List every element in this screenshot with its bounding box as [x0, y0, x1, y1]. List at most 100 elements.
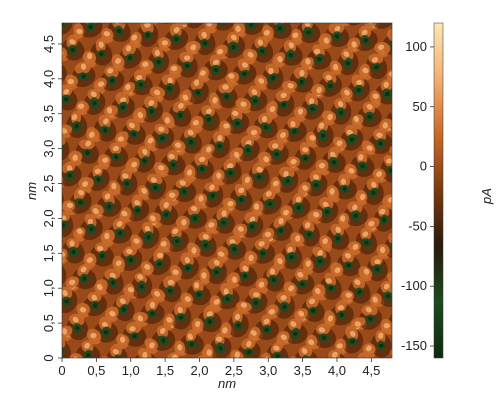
lattice-atom-highlight: [248, 11, 256, 19]
lattice-atom-highlight: [302, 184, 308, 191]
lattice-atom: [241, 377, 258, 393]
lattice-hole-core: [239, 197, 244, 202]
lattice-hole-core: [110, 280, 116, 285]
lattice-hole-core: [124, 181, 129, 186]
lattice-atom: [394, 220, 409, 239]
lattice-atom-highlight: [183, 55, 191, 61]
lattice-atom-highlight: [337, 305, 344, 311]
lattice-atom-highlight: [125, 45, 132, 52]
lattice-hole-core: [386, 293, 391, 299]
lattice-atom-highlight: [251, 89, 258, 96]
lattice-atom-highlight: [182, 94, 189, 101]
lattice-atom-highlight: [190, 44, 197, 51]
lattice-atom-highlight: [47, 228, 54, 234]
y-tick-label: 4,5: [41, 35, 56, 53]
lattice-atom-highlight: [248, 254, 254, 262]
lattice-hole-core: [145, 32, 150, 38]
lattice-atom-highlight: [194, 282, 200, 289]
lattice-hole-core: [382, 217, 387, 223]
lattice-atom: [221, 0, 236, 9]
lattice-hole-core: [300, 281, 305, 287]
lattice-atom-highlight: [137, 315, 144, 322]
lattice-atom-highlight: [376, 171, 383, 177]
lattice-hole: [31, 89, 43, 101]
lattice-atom-highlight: [36, 160, 44, 168]
lattice-atom-highlight: [412, 86, 419, 94]
colorbar-title: pA: [479, 188, 494, 205]
lattice-hole-core: [189, 342, 194, 347]
lattice-atom-highlight: [187, 129, 194, 136]
lattice-atom-highlight: [97, 245, 104, 252]
lattice-hole-core: [92, 101, 97, 106]
lattice-atom-highlight: [150, 177, 157, 183]
lattice-hole-core: [385, 91, 390, 97]
lattice-atom-highlight: [405, 380, 412, 386]
y-tick-label: 0,5: [41, 314, 56, 332]
lattice-atom-highlight: [232, 110, 239, 117]
lattice-atom-highlight: [69, 279, 76, 285]
lattice-atom-highlight: [141, 187, 147, 194]
lattice-atom-highlight: [63, 3, 71, 10]
lattice-atom: [392, 17, 409, 34]
lattice-hole-core: [214, 269, 219, 275]
lattice-atom-highlight: [295, 196, 302, 203]
lattice-atom-highlight: [217, 8, 225, 16]
lattice-atom-highlight: [202, 234, 209, 240]
lattice-hole: [140, 357, 151, 369]
lattice-atom-highlight: [177, 306, 183, 314]
lattice-atom-highlight: [363, 268, 370, 275]
lattice-hole-core: [256, 174, 262, 180]
x-axis-title: nm: [218, 376, 236, 391]
lattice-atom-highlight: [401, 300, 409, 308]
lattice-hole: [46, 192, 57, 205]
lattice-hole-core: [67, 173, 72, 178]
lattice-atom-highlight: [174, 142, 182, 148]
lattice-atom-highlight: [351, 41, 357, 48]
lattice-hole-core: [35, 295, 41, 300]
lattice-hole-core: [167, 86, 172, 91]
lattice-atom-highlight: [67, 78, 75, 85]
lattice-atom-highlight: [111, 182, 117, 190]
lattice-atom: [398, 299, 413, 313]
lattice-atom-highlight: [112, 348, 119, 355]
lattice-atom: [128, 0, 145, 9]
lattice-shadow: [96, 0, 121, 15]
lattice-atom-highlight: [403, 302, 410, 310]
lattice-hole-core: [32, 218, 37, 223]
lattice-hole-core: [250, 224, 255, 229]
lattice-hole-core: [232, 246, 237, 252]
lattice-atom-highlight: [330, 151, 336, 158]
lattice-atom-highlight: [80, 266, 87, 273]
lattice-atom-highlight: [425, 29, 432, 37]
lattice-atom-highlight: [304, 222, 311, 229]
lattice-atom: [60, 0, 78, 15]
lattice-atom: [54, 6, 70, 23]
lattice-hole: [321, 5, 332, 15]
lattice-atom-highlight: [216, 172, 222, 179]
lattice-atom: [269, 381, 285, 392]
lattice-hole-core: [213, 67, 219, 72]
lattice-hole-core: [345, 61, 351, 66]
lattice-atom-highlight: [354, 321, 361, 327]
lattice-atom-highlight: [416, 204, 422, 211]
lattice-hole: [393, 115, 403, 127]
lattice-atom-highlight: [227, 201, 234, 207]
lattice-atom: [345, 0, 363, 13]
lattice-atom-highlight: [199, 70, 206, 76]
lattice-hole-core: [409, 19, 415, 25]
y-tick-label: 0: [41, 354, 56, 361]
lattice-atom: [260, 352, 271, 358]
lattice-atom-highlight: [158, 165, 165, 171]
colorbar-tick-label: -150: [401, 338, 427, 353]
lattice-atom: [23, 2, 42, 19]
lattice-atom-highlight: [188, 3, 196, 11]
lattice-atom-highlight: [121, 11, 129, 18]
lattice-hole-core: [352, 11, 358, 17]
lattice-atom-highlight: [78, 189, 85, 196]
lattice-hole-core: [138, 82, 143, 87]
lattice-atom-highlight: [144, 23, 151, 28]
lattice-atom: [62, 58, 63, 70]
lattice-hole-core: [350, 339, 355, 344]
lattice-atom: [79, 377, 94, 393]
